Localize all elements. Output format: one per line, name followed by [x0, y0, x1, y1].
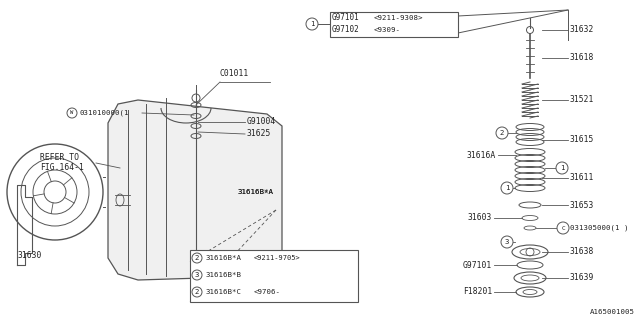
Circle shape [556, 162, 568, 174]
Text: 031010000(1: 031010000(1 [79, 110, 129, 116]
Circle shape [501, 236, 513, 248]
Text: G97101: G97101 [463, 260, 492, 269]
Text: 3: 3 [195, 272, 199, 278]
Circle shape [306, 18, 318, 30]
Text: 31630: 31630 [18, 251, 42, 260]
Text: <9309-: <9309- [374, 27, 401, 33]
Text: 3: 3 [505, 239, 509, 245]
Text: G97102: G97102 [332, 26, 360, 35]
Text: A165001005: A165001005 [590, 309, 635, 315]
Text: 2: 2 [195, 289, 199, 295]
Text: 031305000(1 ): 031305000(1 ) [570, 225, 628, 231]
Bar [190, 250, 358, 302]
Text: 1: 1 [505, 185, 509, 191]
Text: C: C [561, 226, 565, 230]
Text: 31603: 31603 [468, 213, 492, 222]
Text: 31521: 31521 [570, 95, 595, 105]
Circle shape [67, 108, 77, 118]
Text: G97101: G97101 [332, 13, 360, 22]
Text: 31616B*B: 31616B*B [206, 272, 242, 278]
Text: F18201: F18201 [463, 287, 492, 297]
Text: W: W [70, 110, 74, 116]
Text: 31653: 31653 [570, 201, 595, 210]
Text: 31639: 31639 [570, 274, 595, 283]
Text: <9211-9705>: <9211-9705> [254, 255, 301, 261]
Text: <9706-: <9706- [254, 289, 281, 295]
Bar [330, 12, 458, 37]
Text: 31638: 31638 [570, 247, 595, 257]
Text: 2: 2 [195, 255, 199, 261]
Text: 1: 1 [560, 165, 564, 171]
Text: 31625: 31625 [247, 130, 271, 139]
Text: 31616B×A: 31616B×A [238, 189, 274, 195]
Text: 1: 1 [310, 21, 314, 27]
Text: C01011: C01011 [220, 69, 249, 78]
Text: <9211-9308>: <9211-9308> [374, 15, 424, 21]
Polygon shape [108, 100, 282, 280]
Circle shape [557, 222, 569, 234]
Text: REFER TO: REFER TO [40, 154, 79, 163]
Text: 31616B*A: 31616B*A [206, 255, 242, 261]
Text: 31615: 31615 [570, 135, 595, 145]
Text: G91004: G91004 [247, 117, 276, 126]
Text: 31616A: 31616A [467, 150, 496, 159]
Text: FIG.164-1: FIG.164-1 [40, 164, 84, 172]
Circle shape [496, 127, 508, 139]
Text: 31611: 31611 [570, 173, 595, 182]
Circle shape [192, 287, 202, 297]
Text: 2: 2 [500, 130, 504, 136]
Text: 31618: 31618 [570, 53, 595, 62]
Circle shape [501, 182, 513, 194]
Text: 31616B*A: 31616B*A [238, 189, 274, 195]
Circle shape [192, 253, 202, 263]
Circle shape [192, 270, 202, 280]
Text: 31616B*C: 31616B*C [206, 289, 242, 295]
Text: 31632: 31632 [570, 26, 595, 35]
